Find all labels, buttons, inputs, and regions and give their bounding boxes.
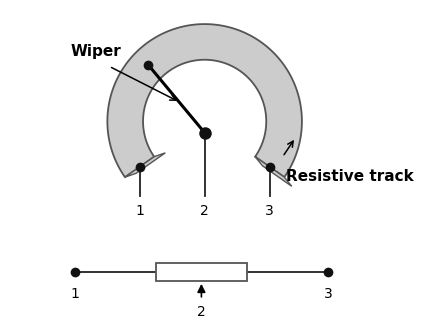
Polygon shape: [107, 24, 302, 177]
Text: 3: 3: [265, 204, 274, 218]
Text: 3: 3: [324, 287, 332, 301]
Text: 1: 1: [135, 204, 144, 218]
Text: 1: 1: [71, 287, 79, 301]
Text: Wiper: Wiper: [70, 44, 121, 59]
Bar: [156, 263, 247, 281]
Text: 2: 2: [200, 204, 209, 218]
Text: 2: 2: [197, 304, 206, 318]
Text: Resistive track: Resistive track: [286, 169, 414, 184]
Polygon shape: [255, 157, 292, 186]
Polygon shape: [125, 153, 165, 177]
